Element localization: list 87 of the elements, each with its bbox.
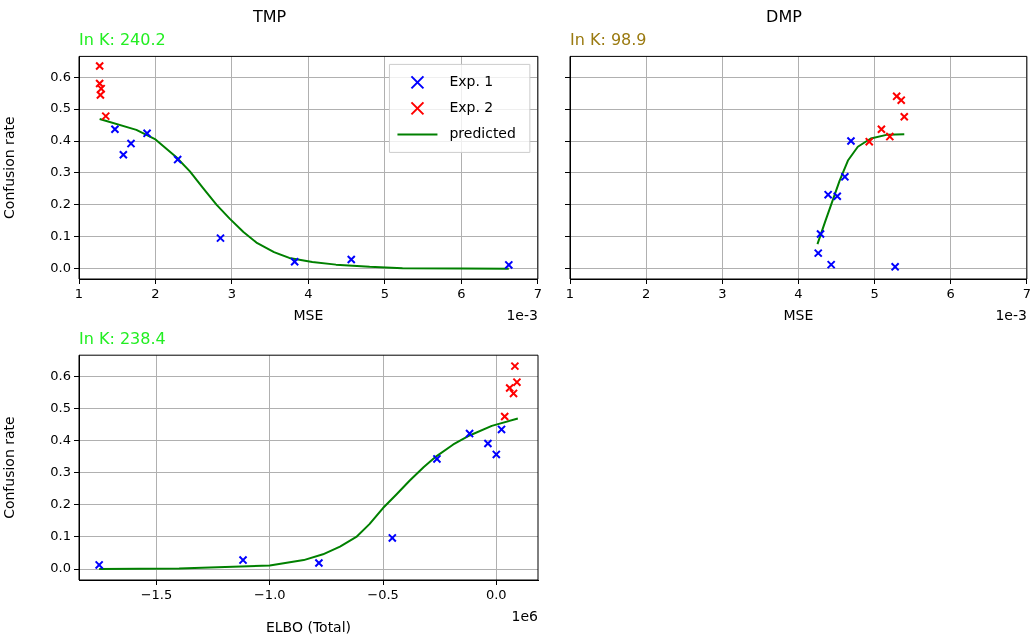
x-tick-label: 6 [946, 286, 955, 302]
y-tick-label: 0.2 [50, 496, 71, 512]
y-axis-title: Confusion rate [1, 116, 18, 219]
point [510, 361, 520, 371]
point [110, 124, 120, 134]
x-tick-label: 4 [794, 286, 803, 302]
point [496, 424, 507, 434]
x-tick-label: 3 [227, 286, 237, 302]
point [896, 95, 906, 105]
point [815, 229, 826, 239]
point [876, 124, 886, 134]
point [118, 150, 128, 160]
point [832, 191, 842, 201]
point [500, 412, 510, 422]
point [509, 388, 519, 398]
point [346, 254, 356, 265]
point [465, 429, 475, 439]
text: 1e6 [511, 607, 539, 624]
y-tick-label: 0.5 [50, 399, 71, 415]
point [505, 383, 515, 393]
point [215, 233, 226, 243]
x-axis-title: MSE [783, 307, 814, 324]
point [387, 533, 397, 543]
legend-label: Exp. 2 [449, 99, 494, 116]
point [846, 136, 856, 146]
point [314, 558, 324, 568]
point [142, 128, 152, 138]
y-tick-label: 0.2 [50, 196, 71, 212]
point [840, 172, 850, 182]
point [290, 257, 300, 267]
point [173, 155, 183, 165]
y-tick-label: 0.4 [50, 432, 71, 447]
chart-title: TMP [251, 6, 287, 26]
point [890, 262, 900, 272]
point [512, 377, 522, 387]
y-axis-title: Confusion rate [1, 416, 18, 519]
y-tick-label: 0.6 [50, 68, 71, 84]
x-tick-label: 5 [380, 286, 390, 302]
y-tick-label: 0.0 [50, 260, 71, 276]
y-tick-label: 0.1 [50, 228, 71, 244]
x-tick-label: 2 [151, 286, 160, 302]
x-axis-title: ELBO (Total) [265, 619, 352, 636]
text: 1e-3 [506, 306, 538, 323]
chart-title: DMP [766, 6, 803, 26]
point [126, 139, 136, 149]
point [899, 112, 909, 122]
point [813, 248, 823, 258]
x-tick-label: 7 [1022, 286, 1032, 302]
x-tick-label: 4 [304, 286, 313, 302]
x-tick-label: 5 [870, 286, 879, 302]
point [101, 111, 111, 121]
x-axis-title: MSE [293, 307, 324, 324]
x-tick-label: 2 [642, 286, 651, 302]
y-tick-label: 0.0 [50, 560, 71, 576]
x-tick-label: 7 [533, 286, 543, 302]
chart-subtitle: In K: 98.9 [570, 29, 647, 49]
point [238, 555, 248, 565]
point [885, 132, 895, 142]
chart-subtitle: In K: 240.2 [79, 29, 166, 49]
point [864, 137, 874, 147]
point [892, 91, 902, 101]
x-tick-label: 6 [457, 286, 466, 302]
point [95, 61, 105, 71]
y-tick-label: 0.5 [50, 100, 71, 116]
point [491, 449, 501, 459]
x-tick-label: −0.5 [367, 587, 399, 603]
point [826, 260, 836, 270]
y-tick-label: 0.3 [50, 164, 71, 180]
text: 1e-3 [995, 306, 1027, 323]
chart-subtitle: In K: 238.4 [79, 328, 166, 348]
y-tick-label: 0.6 [50, 367, 71, 383]
point [823, 190, 833, 200]
point [432, 454, 442, 464]
y-tick-label: 0.1 [50, 528, 71, 544]
legend-label: Exp. 1 [449, 73, 494, 90]
y-tick-label: 0.4 [50, 132, 71, 148]
x-tick-label: 1 [74, 286, 84, 302]
x-tick-label: −1.5 [140, 587, 173, 603]
x-tick-label: 3 [718, 286, 727, 302]
point [483, 438, 493, 449]
y-tick-label: 0.3 [50, 464, 71, 480]
x-tick-label: −1.0 [253, 587, 286, 603]
x-tick-label: 1 [565, 286, 575, 302]
point [94, 560, 104, 570]
x-tick-label: 0.0 [485, 587, 507, 603]
legend-label: predicted [449, 125, 516, 142]
point [504, 260, 514, 270]
